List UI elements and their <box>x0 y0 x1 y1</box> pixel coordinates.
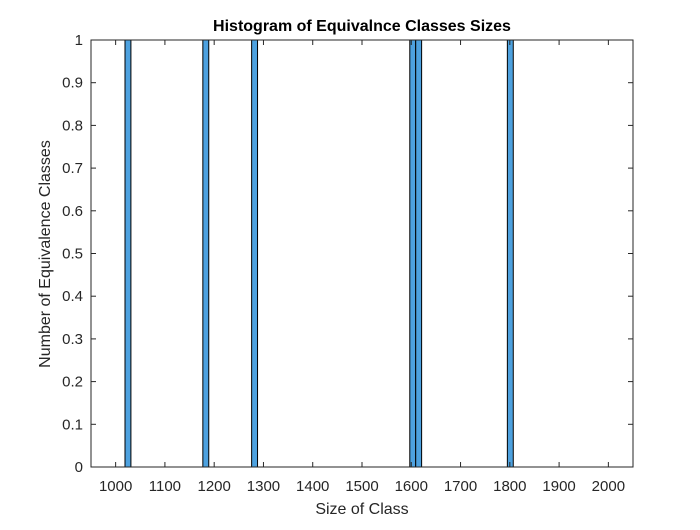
histogram-bar <box>124 39 132 468</box>
x-tick-label: 1800 <box>493 478 526 495</box>
x-tick-label: 1200 <box>197 478 230 495</box>
y-axis-ticks: 0 0.1 0.2 0.3 0.4 0.5 0.6 0.7 0.8 0.9 1 <box>62 32 633 476</box>
x-tick-label: 1500 <box>345 478 378 495</box>
bars-group <box>124 39 514 468</box>
x-tick-label: 1000 <box>99 478 132 495</box>
x-axis-label: Size of Class <box>315 501 408 518</box>
axes-box <box>90 39 634 468</box>
histogram-bar <box>415 39 423 468</box>
y-tick-label: 0 <box>75 459 83 476</box>
chart-title: Histogram of Equivalnce Classes Sizes <box>213 18 511 35</box>
y-tick-label: 0.6 <box>62 203 83 220</box>
y-axis-label: Number of Equivalence Classes <box>37 140 54 368</box>
x-tick-label: 1700 <box>444 478 477 495</box>
y-tick-label: 0.4 <box>62 288 83 305</box>
y-tick-label: 0.7 <box>62 160 83 177</box>
y-tick-label: 0.8 <box>62 117 83 134</box>
histogram-bar <box>251 39 259 468</box>
x-tick-label: 2000 <box>592 478 625 495</box>
y-tick-label: 0.3 <box>62 331 83 348</box>
histogram-bar <box>409 39 417 468</box>
x-tick-label: 1600 <box>395 478 428 495</box>
y-tick-label: 0.1 <box>62 416 83 433</box>
y-tick-label: 0.9 <box>62 75 83 92</box>
x-tick-label: 1300 <box>247 478 280 495</box>
y-tick-label: 0.5 <box>62 246 83 263</box>
y-tick-label: 0.2 <box>62 374 83 391</box>
histogram-bar <box>202 39 210 468</box>
x-tick-label: 1100 <box>149 478 181 495</box>
x-tick-label: 1400 <box>296 478 329 495</box>
histogram-bar <box>506 39 514 468</box>
x-tick-label: 1900 <box>542 478 575 495</box>
x-axis-ticks: 1000 1100 1200 1300 1400 1500 1600 1700 1800 1900… <box>99 40 625 495</box>
y-tick-label: 1 <box>75 32 83 49</box>
